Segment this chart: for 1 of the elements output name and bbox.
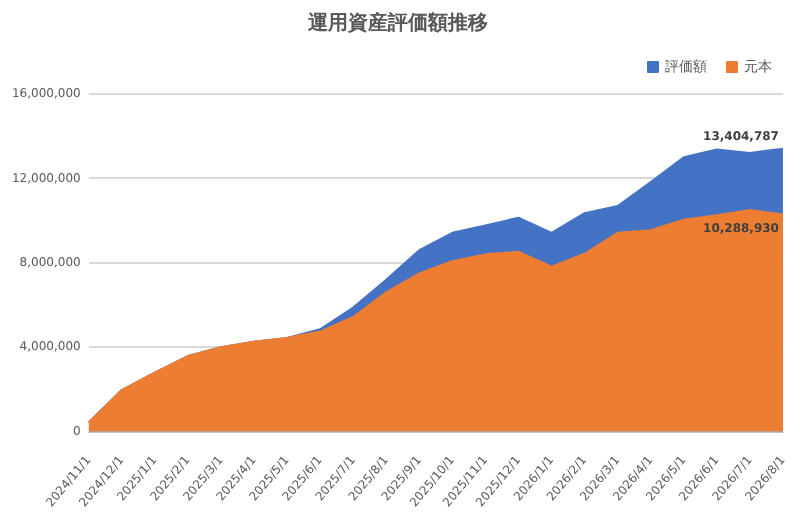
chart-title: 運用資産評価額推移 [306, 11, 488, 36]
